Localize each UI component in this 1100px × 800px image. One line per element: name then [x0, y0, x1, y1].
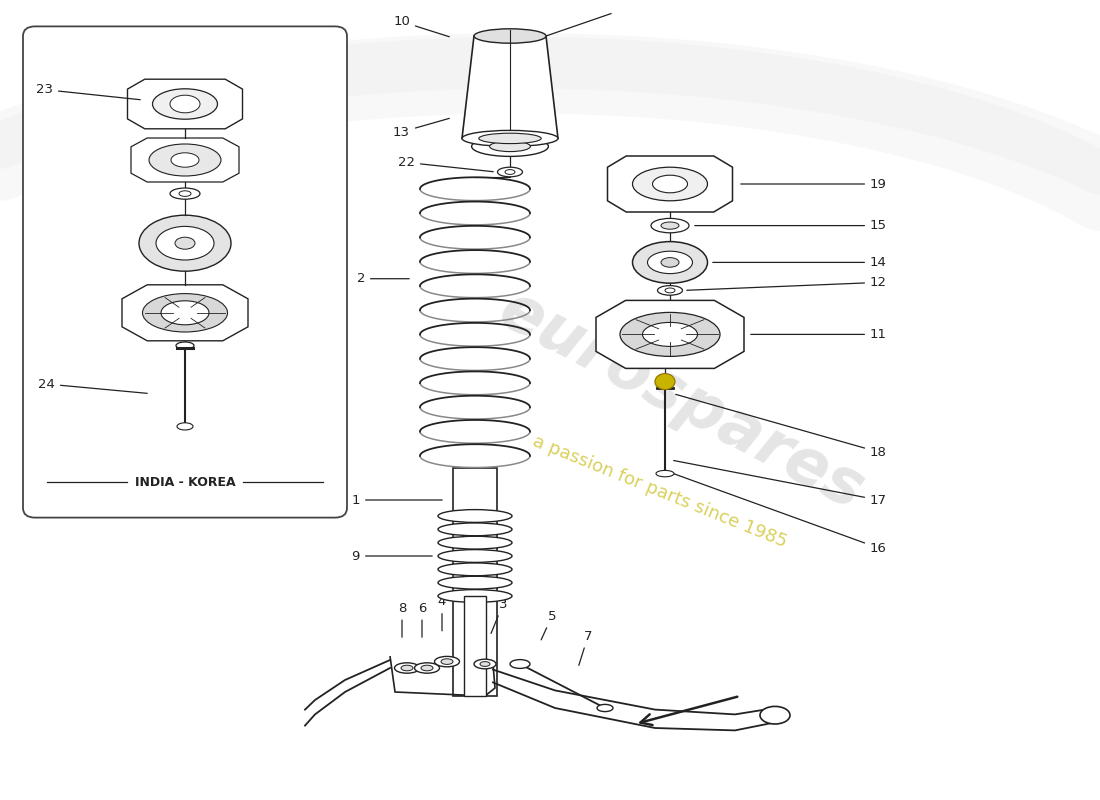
Polygon shape	[596, 301, 744, 368]
Text: 8: 8	[398, 602, 406, 638]
Ellipse shape	[438, 576, 512, 589]
Text: eurospares: eurospares	[490, 278, 874, 522]
Ellipse shape	[143, 294, 228, 332]
Ellipse shape	[175, 238, 195, 250]
Ellipse shape	[642, 322, 697, 346]
Ellipse shape	[438, 510, 512, 522]
Ellipse shape	[177, 422, 192, 430]
Ellipse shape	[658, 286, 682, 295]
Polygon shape	[128, 79, 242, 129]
Ellipse shape	[438, 563, 512, 576]
Ellipse shape	[490, 141, 530, 152]
Text: 12: 12	[686, 276, 887, 290]
Circle shape	[654, 374, 675, 390]
Ellipse shape	[438, 590, 512, 602]
Ellipse shape	[632, 242, 707, 283]
Text: 22: 22	[398, 156, 493, 172]
Ellipse shape	[651, 218, 689, 233]
Ellipse shape	[170, 95, 200, 113]
Text: 11: 11	[751, 328, 887, 341]
FancyBboxPatch shape	[23, 26, 346, 518]
Polygon shape	[131, 138, 239, 182]
Ellipse shape	[170, 188, 200, 199]
Ellipse shape	[510, 659, 530, 668]
Polygon shape	[462, 36, 558, 138]
Ellipse shape	[415, 662, 440, 673]
Text: 17: 17	[673, 461, 887, 506]
Text: 3: 3	[491, 598, 507, 634]
Polygon shape	[607, 156, 733, 212]
Text: 7: 7	[579, 630, 592, 666]
Ellipse shape	[666, 288, 675, 293]
Text: 2: 2	[356, 272, 409, 286]
Ellipse shape	[434, 656, 460, 666]
Ellipse shape	[441, 659, 453, 664]
Text: 10: 10	[393, 15, 450, 37]
Ellipse shape	[395, 662, 419, 673]
Ellipse shape	[478, 134, 541, 144]
Ellipse shape	[760, 706, 790, 724]
Text: 5: 5	[541, 610, 557, 640]
Text: 18: 18	[675, 394, 887, 458]
Ellipse shape	[480, 662, 490, 666]
Text: 14: 14	[713, 256, 887, 269]
Text: 15: 15	[695, 219, 887, 232]
Ellipse shape	[632, 167, 707, 201]
Ellipse shape	[474, 659, 496, 669]
Ellipse shape	[462, 130, 558, 146]
Text: INDIA - KOREA: INDIA - KOREA	[134, 476, 235, 489]
Text: 23: 23	[36, 83, 140, 100]
Ellipse shape	[497, 167, 522, 177]
Ellipse shape	[648, 251, 693, 274]
Text: a passion for parts since 1985: a passion for parts since 1985	[530, 433, 790, 551]
Ellipse shape	[161, 301, 209, 325]
Ellipse shape	[597, 704, 613, 712]
Ellipse shape	[179, 191, 191, 196]
Bar	[453, 468, 497, 696]
Ellipse shape	[153, 89, 218, 119]
Ellipse shape	[438, 523, 512, 536]
Ellipse shape	[156, 226, 214, 260]
Text: 19: 19	[740, 178, 887, 190]
Text: 4: 4	[438, 595, 447, 631]
Polygon shape	[122, 285, 248, 341]
Ellipse shape	[176, 342, 194, 349]
Text: 6: 6	[418, 602, 426, 638]
Ellipse shape	[661, 222, 679, 230]
Ellipse shape	[656, 470, 674, 477]
Text: 1: 1	[352, 494, 442, 506]
Bar	[464, 596, 486, 696]
Text: 9: 9	[352, 550, 432, 562]
Ellipse shape	[661, 258, 679, 267]
Ellipse shape	[402, 665, 412, 670]
Ellipse shape	[438, 550, 512, 562]
Text: 16: 16	[672, 473, 887, 554]
Ellipse shape	[139, 215, 231, 271]
Ellipse shape	[472, 137, 549, 157]
Ellipse shape	[505, 170, 515, 174]
Text: 24: 24	[39, 378, 147, 394]
Ellipse shape	[652, 175, 688, 193]
Ellipse shape	[170, 153, 199, 167]
Ellipse shape	[474, 29, 546, 43]
Ellipse shape	[148, 144, 221, 176]
Text: 13: 13	[393, 118, 449, 138]
Ellipse shape	[620, 313, 721, 357]
Ellipse shape	[421, 665, 433, 670]
Ellipse shape	[438, 536, 512, 549]
